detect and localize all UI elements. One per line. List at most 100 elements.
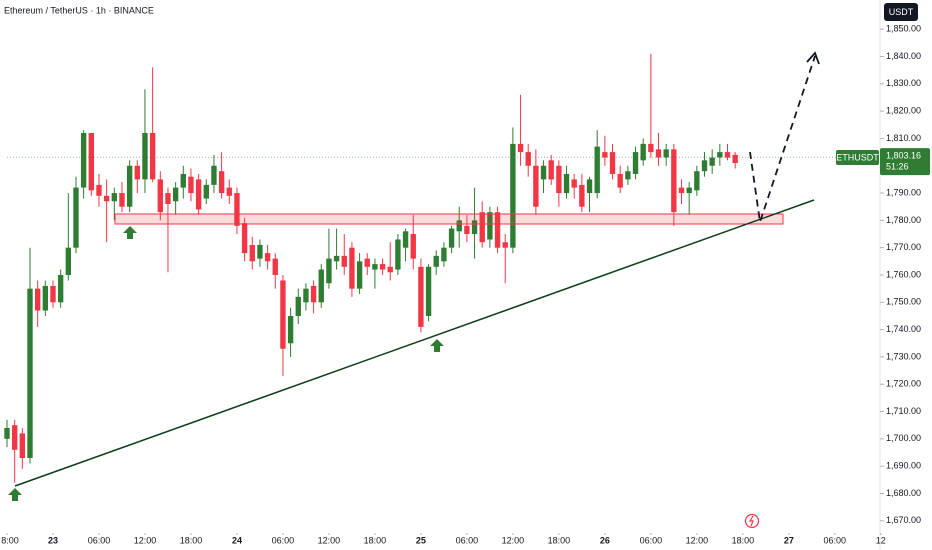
candle-body xyxy=(280,280,286,349)
candle-body xyxy=(510,143,516,248)
candle-body xyxy=(188,176,194,194)
candle-body xyxy=(671,149,677,213)
y-tick-label: 1,780.00 xyxy=(886,215,921,225)
candle-body xyxy=(502,242,508,248)
candle-body xyxy=(540,165,547,180)
projection-arrowhead xyxy=(806,51,820,65)
y-tick-label: 1,850.00 xyxy=(886,24,921,34)
candle-body xyxy=(264,253,271,262)
candle-body xyxy=(663,149,669,158)
candle-body xyxy=(632,152,639,174)
support-zone xyxy=(114,213,784,225)
candle-body xyxy=(402,231,409,248)
candle-body xyxy=(456,220,462,232)
x-tick-label: 18:00 xyxy=(732,535,755,545)
y-tick-label: 1,820.00 xyxy=(886,106,921,116)
currency-box xyxy=(884,3,918,21)
x-tick-label: 06:00 xyxy=(88,535,111,545)
candle-body xyxy=(218,171,225,194)
candle-body xyxy=(395,239,401,270)
y-tick-label: 1,710.00 xyxy=(886,406,921,416)
candle-body xyxy=(211,165,217,185)
candle-body xyxy=(111,193,117,202)
candle-body xyxy=(418,266,424,327)
candles xyxy=(4,53,738,483)
candle-body xyxy=(257,244,263,259)
x-tick-label: 06:00 xyxy=(824,535,847,545)
countdown: 51:26 xyxy=(886,161,909,171)
candle-body xyxy=(464,225,470,235)
candle-body xyxy=(157,179,163,213)
x-tick-label: 26 xyxy=(600,535,610,545)
candle-body xyxy=(103,195,110,202)
x-tick-label: 18:00 xyxy=(180,535,203,545)
candle-body xyxy=(479,212,485,243)
candle-body xyxy=(303,288,309,303)
candle-body xyxy=(655,149,662,158)
candle-body xyxy=(172,187,179,202)
symbol-box xyxy=(836,150,879,165)
candle-body xyxy=(471,220,478,235)
candle-body xyxy=(571,179,577,188)
last-price: 1,803.16 xyxy=(886,150,921,160)
candle-body xyxy=(126,165,133,207)
up-arrow xyxy=(430,339,444,352)
y-tick-label: 1,790.00 xyxy=(886,187,921,197)
candle-body xyxy=(701,160,708,172)
x-tick-label: 06:00 xyxy=(456,535,479,545)
candle-body xyxy=(694,171,700,191)
candle-body xyxy=(73,187,79,248)
x-tick-label: 24 xyxy=(232,535,242,545)
candle-body xyxy=(732,154,738,164)
y-tick-label: 1,690.00 xyxy=(886,461,921,471)
candle-body xyxy=(149,132,156,180)
candle-body xyxy=(310,285,317,303)
candle-body xyxy=(609,152,616,174)
y-tick-label: 1,760.00 xyxy=(886,269,921,279)
candle-body xyxy=(556,165,562,194)
candle-body xyxy=(648,143,654,153)
candle-body xyxy=(379,264,386,270)
candle-body xyxy=(134,165,140,180)
up-arrow xyxy=(123,226,137,239)
candle-body xyxy=(80,132,87,188)
candle-body xyxy=(724,152,731,158)
candle-body xyxy=(50,285,56,303)
candle-body xyxy=(142,132,148,180)
candle-body xyxy=(326,258,332,284)
candle-body xyxy=(425,266,432,316)
candle-body xyxy=(226,187,232,196)
y-tick-label: 1,670.00 xyxy=(886,515,921,525)
candle-body xyxy=(318,269,324,303)
x-tick-label: 18:00 xyxy=(364,535,387,545)
candle-body xyxy=(195,179,202,210)
x-tick-label: 25 xyxy=(416,535,426,545)
candle-body xyxy=(709,157,715,166)
candle-body xyxy=(249,244,255,262)
candle-body xyxy=(448,228,455,248)
candle-body xyxy=(96,184,102,196)
candle-body xyxy=(165,193,171,204)
x-tick-label: 12:00 xyxy=(502,535,525,545)
candle-body xyxy=(594,146,600,194)
candle-body xyxy=(602,152,608,158)
candle-body xyxy=(57,275,64,303)
x-tick-label: 06:00 xyxy=(640,535,663,545)
x-tick-label: 18:00 xyxy=(548,535,571,545)
candle-body xyxy=(19,433,26,458)
candle-body xyxy=(410,234,416,259)
candle-body xyxy=(203,184,209,199)
y-tick-label: 1,680.00 xyxy=(886,488,921,498)
candle-body xyxy=(295,296,301,316)
y-tick-label: 1,740.00 xyxy=(886,324,921,334)
up-arrow xyxy=(8,488,22,501)
candle-body xyxy=(625,171,631,180)
candle-body xyxy=(119,193,125,207)
symbol: ETHUSDT xyxy=(836,152,879,162)
y-tick-label: 1,720.00 xyxy=(886,379,921,389)
trend-line xyxy=(14,199,815,487)
last-price-box xyxy=(880,148,930,176)
candle-body xyxy=(356,261,363,289)
candle-body xyxy=(272,258,278,275)
